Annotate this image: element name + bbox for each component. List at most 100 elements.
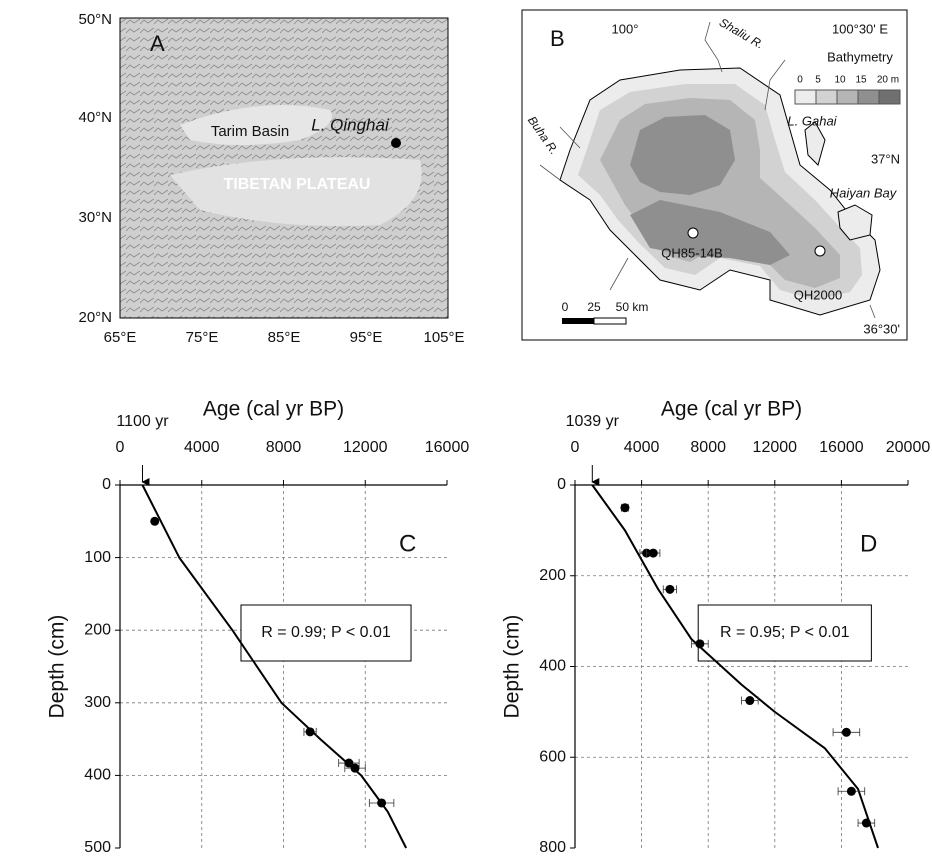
panel-label: C <box>399 530 416 557</box>
data-point <box>665 584 675 594</box>
y-tick-label: 200 <box>539 567 566 584</box>
y-tick-label: 600 <box>539 748 566 765</box>
depth-15 <box>630 115 735 195</box>
coord-label: 100°30' E <box>832 21 888 36</box>
coord-label: 100° <box>612 21 639 36</box>
coord-label: 37°N <box>871 151 900 166</box>
fit-curve <box>141 484 408 849</box>
x-tick-label: 0 <box>116 439 125 456</box>
y-tick-label: 800 <box>539 839 566 856</box>
legend-swatch <box>857 89 880 105</box>
y-tick-label: 0 <box>557 476 566 493</box>
x-tick-label: 20000 <box>886 439 931 456</box>
legend-swatch <box>794 89 817 105</box>
legend <box>794 89 901 105</box>
x-axis-title: Age (cal yr BP) <box>661 398 802 421</box>
core-label: QH85-14B <box>661 245 722 260</box>
lon-label: 105°E <box>423 329 464 346</box>
annotation: R = 0.99; P < 0.01 <box>261 624 391 641</box>
coord-label: 36°30' <box>863 321 900 336</box>
panel-label: A <box>150 31 165 56</box>
x-tick-label: 8000 <box>266 439 302 456</box>
panel-label: D <box>860 530 877 557</box>
river <box>539 21 876 319</box>
place: TIBETAN PLATEAU <box>224 176 371 193</box>
lon-label: 75°E <box>186 329 219 346</box>
legend-label: 10 <box>834 75 846 86</box>
scale-label: 0 <box>562 300 569 314</box>
tarim-basin <box>180 105 332 145</box>
x-tick-label: 12000 <box>753 439 798 456</box>
legend-swatch <box>836 89 859 105</box>
lon-label: 95°E <box>350 329 383 346</box>
y-axis-title: Depth (cm) <box>501 615 524 719</box>
gahai <box>804 121 826 166</box>
data-point <box>846 786 856 796</box>
y-tick-label: 0 <box>102 476 111 493</box>
scale-label: 50 km <box>616 300 649 314</box>
y-tick-label: 100 <box>84 549 111 566</box>
data-point <box>377 798 387 808</box>
lat-label: 30°N <box>78 209 112 226</box>
lat-label: 40°N <box>78 109 112 126</box>
scale-bar <box>562 318 594 324</box>
y-tick-label: 400 <box>539 658 566 675</box>
place: L. Gahai <box>787 113 837 128</box>
core-site <box>687 227 699 239</box>
data-point <box>695 639 705 649</box>
y-axis-title: Depth (cm) <box>46 615 69 719</box>
lon-label: 85°E <box>268 329 301 346</box>
annotation: R = 0.95; P < 0.01 <box>720 624 850 641</box>
data-point <box>745 696 755 706</box>
data-point <box>344 758 354 768</box>
data-point <box>305 727 315 737</box>
annotation-box <box>697 604 872 662</box>
lon-label: 65°E <box>104 329 137 346</box>
x-tick-label: 4000 <box>184 439 220 456</box>
data-point <box>841 727 851 737</box>
data-point <box>150 516 160 526</box>
fit-curve <box>591 484 879 849</box>
x-tick-label: 12000 <box>343 439 388 456</box>
y-tick-label: 300 <box>84 694 111 711</box>
reservoir-label: 1100 yr <box>116 413 169 430</box>
y-tick-label: 400 <box>84 767 111 784</box>
data-point <box>620 503 630 513</box>
map-b: B 100° 100°30' E 37°N 36°30' Shaliu R. B… <box>521 9 908 341</box>
x-tick-label: 16000 <box>819 439 864 456</box>
legend-label: 15 <box>855 75 867 86</box>
lat-label: 50°N <box>78 11 112 28</box>
x-tick-label: 8000 <box>690 439 726 456</box>
data-point <box>350 763 360 773</box>
y-tick-label: 500 <box>84 839 111 856</box>
map-a: A Tarim Basin L. Qinghai TIBETAN PLATEAU… <box>78 11 464 346</box>
legend-swatch <box>878 89 901 105</box>
y-tick-label: 200 <box>84 621 111 638</box>
legend-label: 20 m <box>877 75 899 86</box>
place: Haiyan Bay <box>830 185 898 200</box>
x-tick-label: 0 <box>571 439 580 456</box>
lake-dot <box>391 138 401 148</box>
annotation-box <box>240 604 412 662</box>
legend-title: Bathymetry <box>827 49 893 64</box>
legend-swatch <box>815 89 838 105</box>
reservoir-label: 1039 yr <box>566 413 620 430</box>
lake <box>539 21 881 319</box>
panel-label: B <box>550 26 565 51</box>
lat-label: 20°N <box>78 309 112 326</box>
haiyan <box>837 204 873 241</box>
axis <box>574 484 908 848</box>
x-axis-title: Age (cal yr BP) <box>203 398 344 421</box>
core-label: QH2000 <box>794 287 842 302</box>
data-point <box>648 548 658 558</box>
core-site <box>814 245 826 257</box>
legend-label: 0 <box>797 75 803 86</box>
scale-bar <box>593 317 627 325</box>
scale-label: 25 <box>587 300 601 314</box>
place: L. Qinghai <box>311 115 390 134</box>
legend-label: 5 <box>815 75 821 86</box>
data-point <box>861 818 871 828</box>
depth-15 <box>630 200 790 265</box>
place: Tarim Basin <box>211 123 289 140</box>
